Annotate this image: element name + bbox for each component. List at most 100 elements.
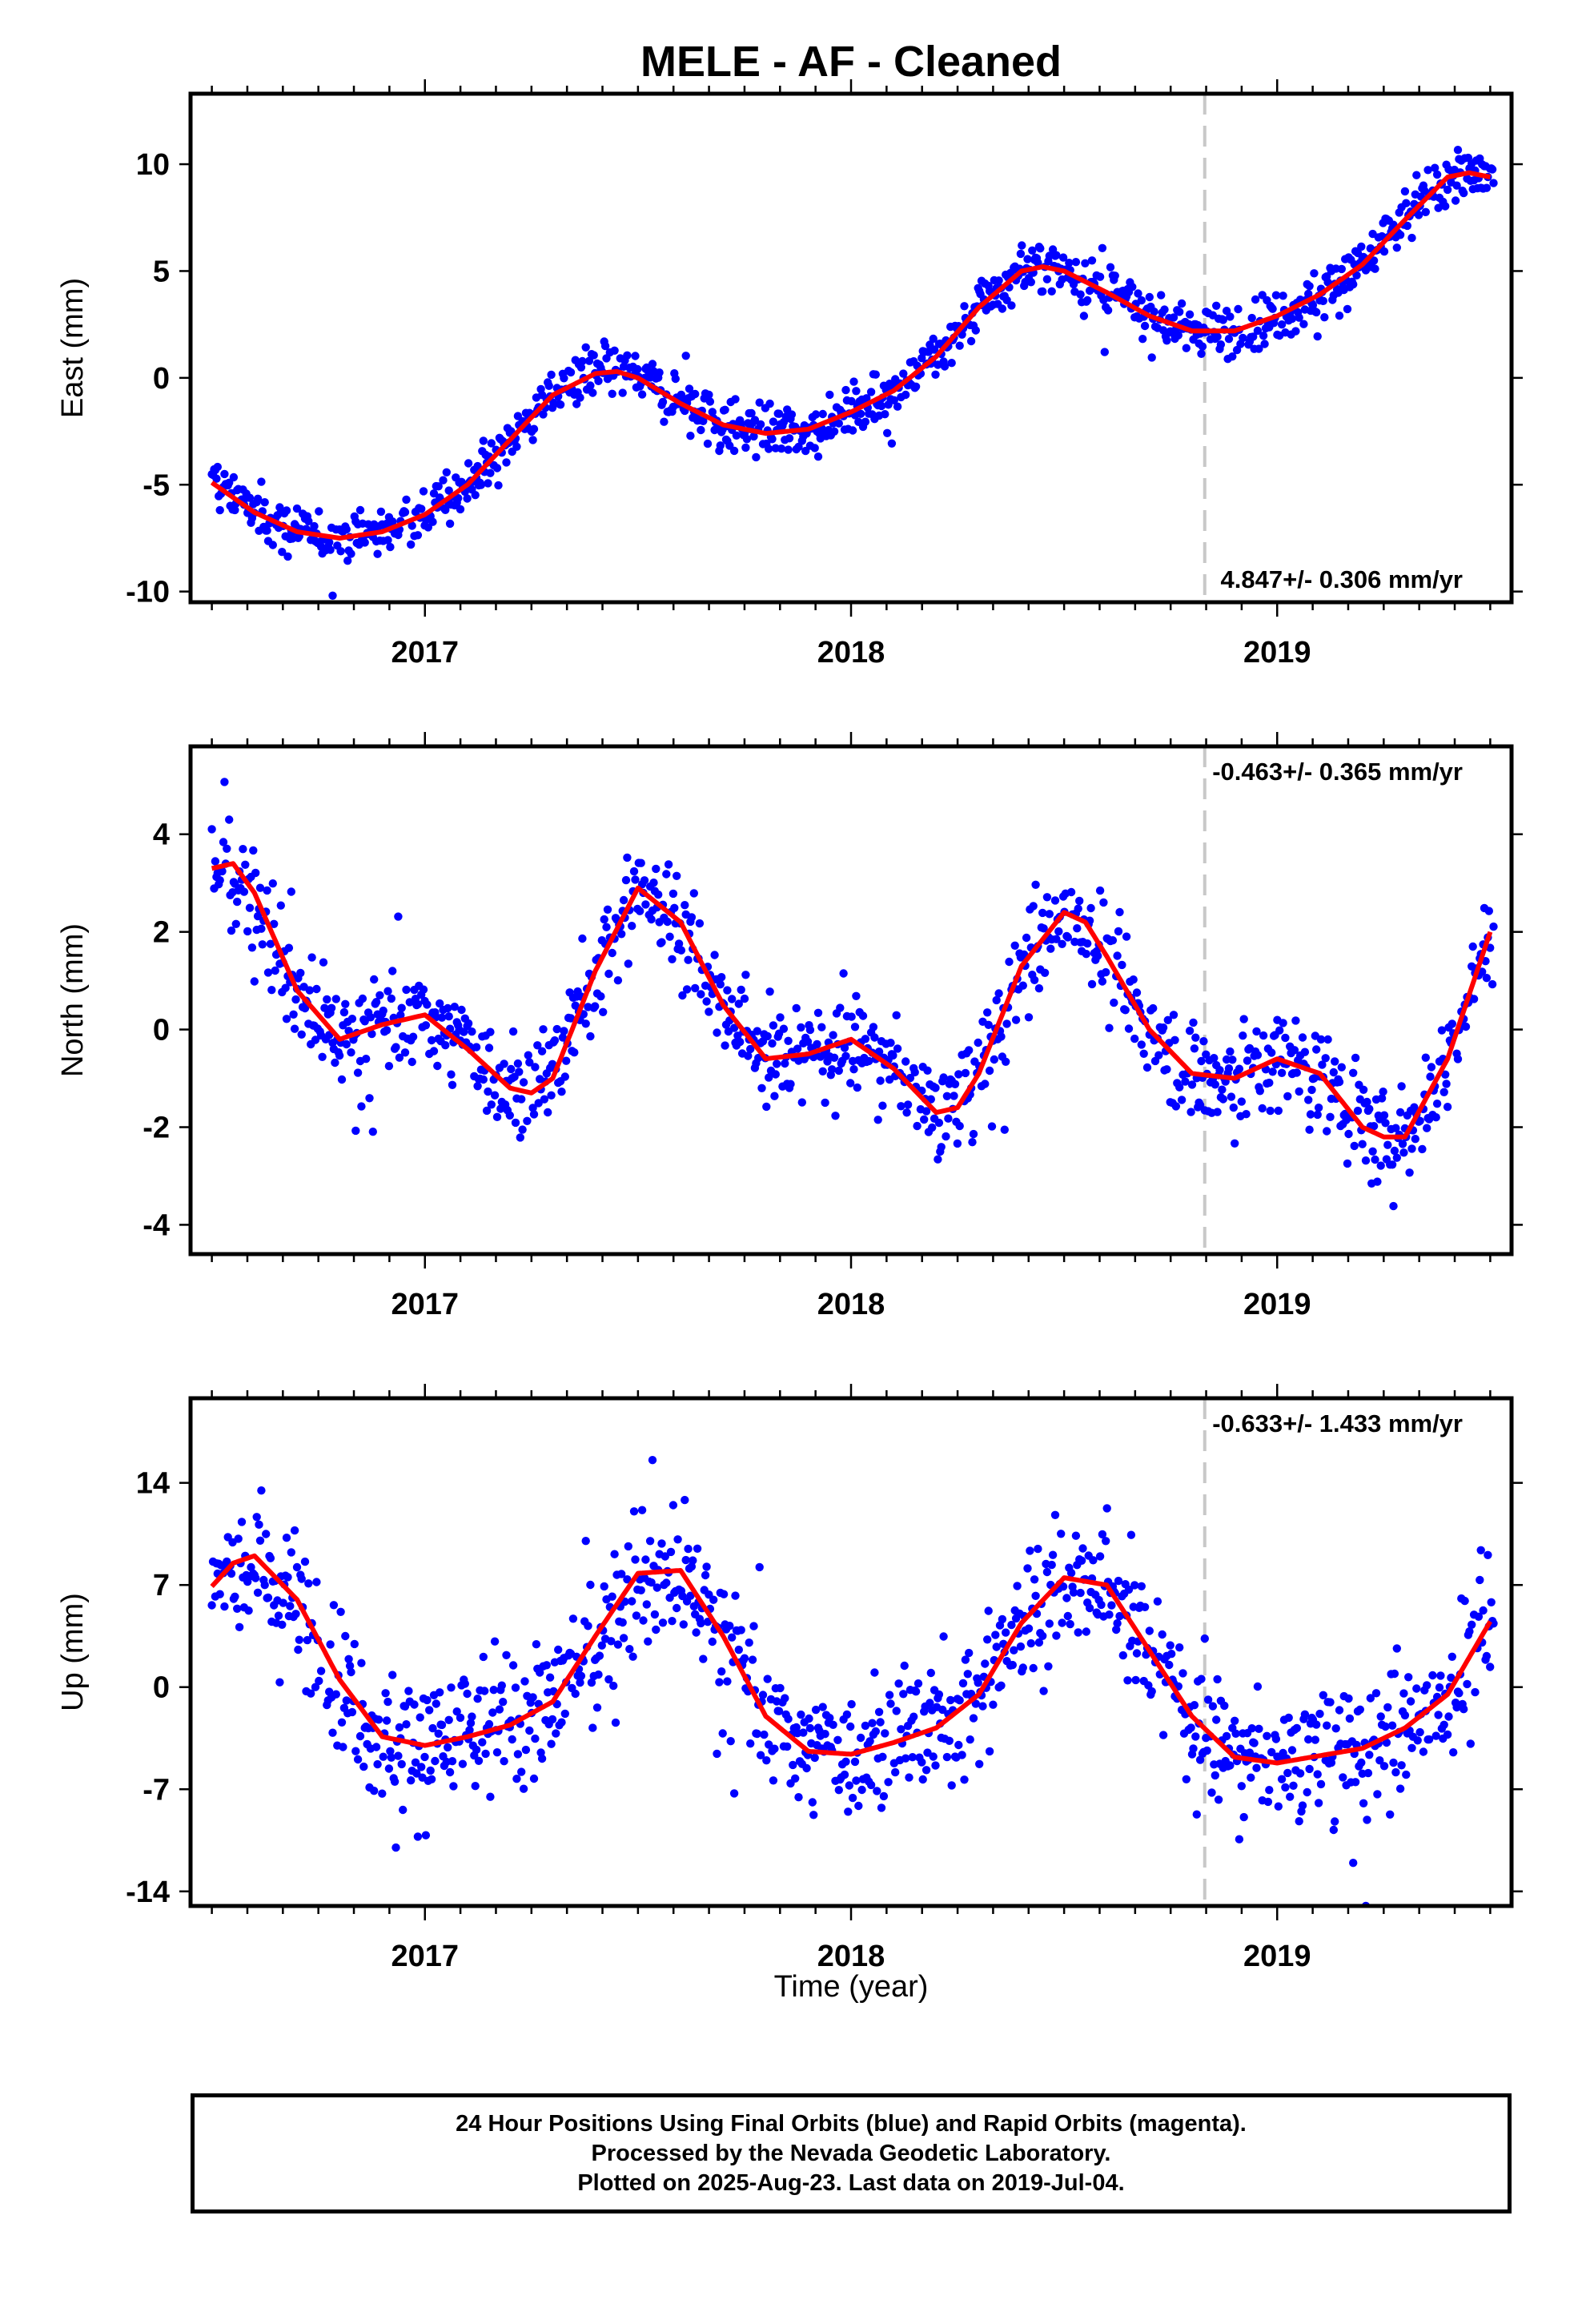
data-point <box>1479 1606 1488 1615</box>
data-point <box>1114 927 1123 936</box>
data-point <box>247 1562 255 1572</box>
data-point <box>1130 1581 1139 1590</box>
data-point <box>454 493 463 503</box>
data-point <box>397 1003 406 1012</box>
data-point <box>1279 292 1287 300</box>
data-point <box>1087 979 1097 989</box>
data-point <box>253 494 263 503</box>
data-point <box>861 1721 870 1731</box>
data-point <box>1057 1530 1066 1538</box>
data-point <box>715 1678 724 1687</box>
data-point <box>813 452 823 461</box>
data-point <box>448 1757 457 1766</box>
data-point <box>1182 344 1191 352</box>
data-point <box>1140 321 1150 331</box>
data-point <box>464 1019 473 1028</box>
data-point <box>588 1723 597 1732</box>
data-point <box>974 1679 982 1687</box>
data-point <box>742 435 752 444</box>
data-point <box>1391 1767 1400 1777</box>
data-point <box>708 408 717 416</box>
data-point <box>388 967 397 975</box>
data-point <box>413 1832 423 1841</box>
data-point <box>1259 332 1268 340</box>
data-point <box>319 958 328 967</box>
data-point <box>740 994 749 1003</box>
data-point <box>1210 1054 1219 1063</box>
data-point <box>1026 278 1036 287</box>
data-point <box>1158 1023 1168 1032</box>
data-point <box>1423 1124 1431 1132</box>
data-point <box>263 526 271 535</box>
data-point <box>1252 1763 1261 1772</box>
data-point <box>850 1757 860 1767</box>
data-point <box>1162 1065 1171 1074</box>
data-point <box>637 390 647 399</box>
data-point <box>817 1023 826 1031</box>
data-point <box>789 1760 797 1770</box>
data-point <box>610 1550 619 1558</box>
data-point <box>270 919 279 929</box>
data-point <box>1076 1588 1085 1598</box>
data-point <box>1186 1723 1195 1732</box>
data-point <box>494 480 503 490</box>
data-point <box>897 1725 905 1734</box>
data-point <box>628 1652 637 1661</box>
data-point <box>713 1028 721 1037</box>
data-point <box>342 525 351 534</box>
data-point <box>1095 1552 1105 1561</box>
data-point <box>1329 1068 1339 1077</box>
data-point <box>311 1683 320 1691</box>
data-point <box>1326 1112 1335 1122</box>
data-point <box>975 1759 984 1768</box>
data-point <box>1379 247 1389 256</box>
data-point <box>383 987 392 995</box>
data-point <box>337 1718 347 1727</box>
data-point <box>1038 287 1047 296</box>
x-tick-label: 2019 <box>1243 1288 1311 1321</box>
data-point <box>1284 1713 1293 1723</box>
data-point <box>1397 1082 1406 1091</box>
data-point <box>628 922 636 931</box>
data-point <box>347 1015 357 1023</box>
data-point <box>968 1138 977 1147</box>
data-point <box>1323 278 1332 287</box>
data-point <box>1369 1122 1379 1131</box>
data-point <box>848 1793 857 1803</box>
data-point <box>525 1726 534 1735</box>
data-point <box>1113 1618 1122 1628</box>
data-point <box>1426 1072 1435 1081</box>
data-point <box>1407 1743 1416 1752</box>
data-point <box>518 1125 527 1134</box>
data-point <box>673 871 681 881</box>
data-point <box>1157 291 1166 300</box>
data-point <box>495 1705 504 1714</box>
data-point <box>865 1737 874 1746</box>
data-point <box>1063 933 1073 942</box>
data-point <box>1268 1068 1277 1076</box>
data-point <box>231 919 240 929</box>
data-point <box>960 302 969 311</box>
data-point <box>508 1661 518 1670</box>
data-point <box>1100 348 1110 356</box>
data-point <box>433 1061 442 1071</box>
data-point <box>756 1751 765 1759</box>
data-point <box>524 1051 532 1059</box>
north-fit-curve <box>211 861 1493 1140</box>
data-point <box>427 1775 436 1783</box>
data-point <box>870 1668 879 1677</box>
data-point <box>370 1787 379 1795</box>
data-point <box>1252 1027 1261 1036</box>
data-point <box>1175 1083 1184 1092</box>
data-point <box>783 1742 792 1751</box>
data-point <box>1140 1602 1150 1612</box>
data-point <box>225 478 234 487</box>
data-point <box>513 1059 523 1068</box>
y-tick-label: -4 <box>143 1208 170 1242</box>
east-rate-label: 4.847+/- 0.306 mm/yr <box>1221 565 1463 593</box>
data-point <box>1312 308 1321 317</box>
data-point <box>1366 1694 1375 1703</box>
data-point <box>1185 1027 1195 1035</box>
data-point <box>1402 1770 1411 1779</box>
data-point <box>326 1640 335 1649</box>
